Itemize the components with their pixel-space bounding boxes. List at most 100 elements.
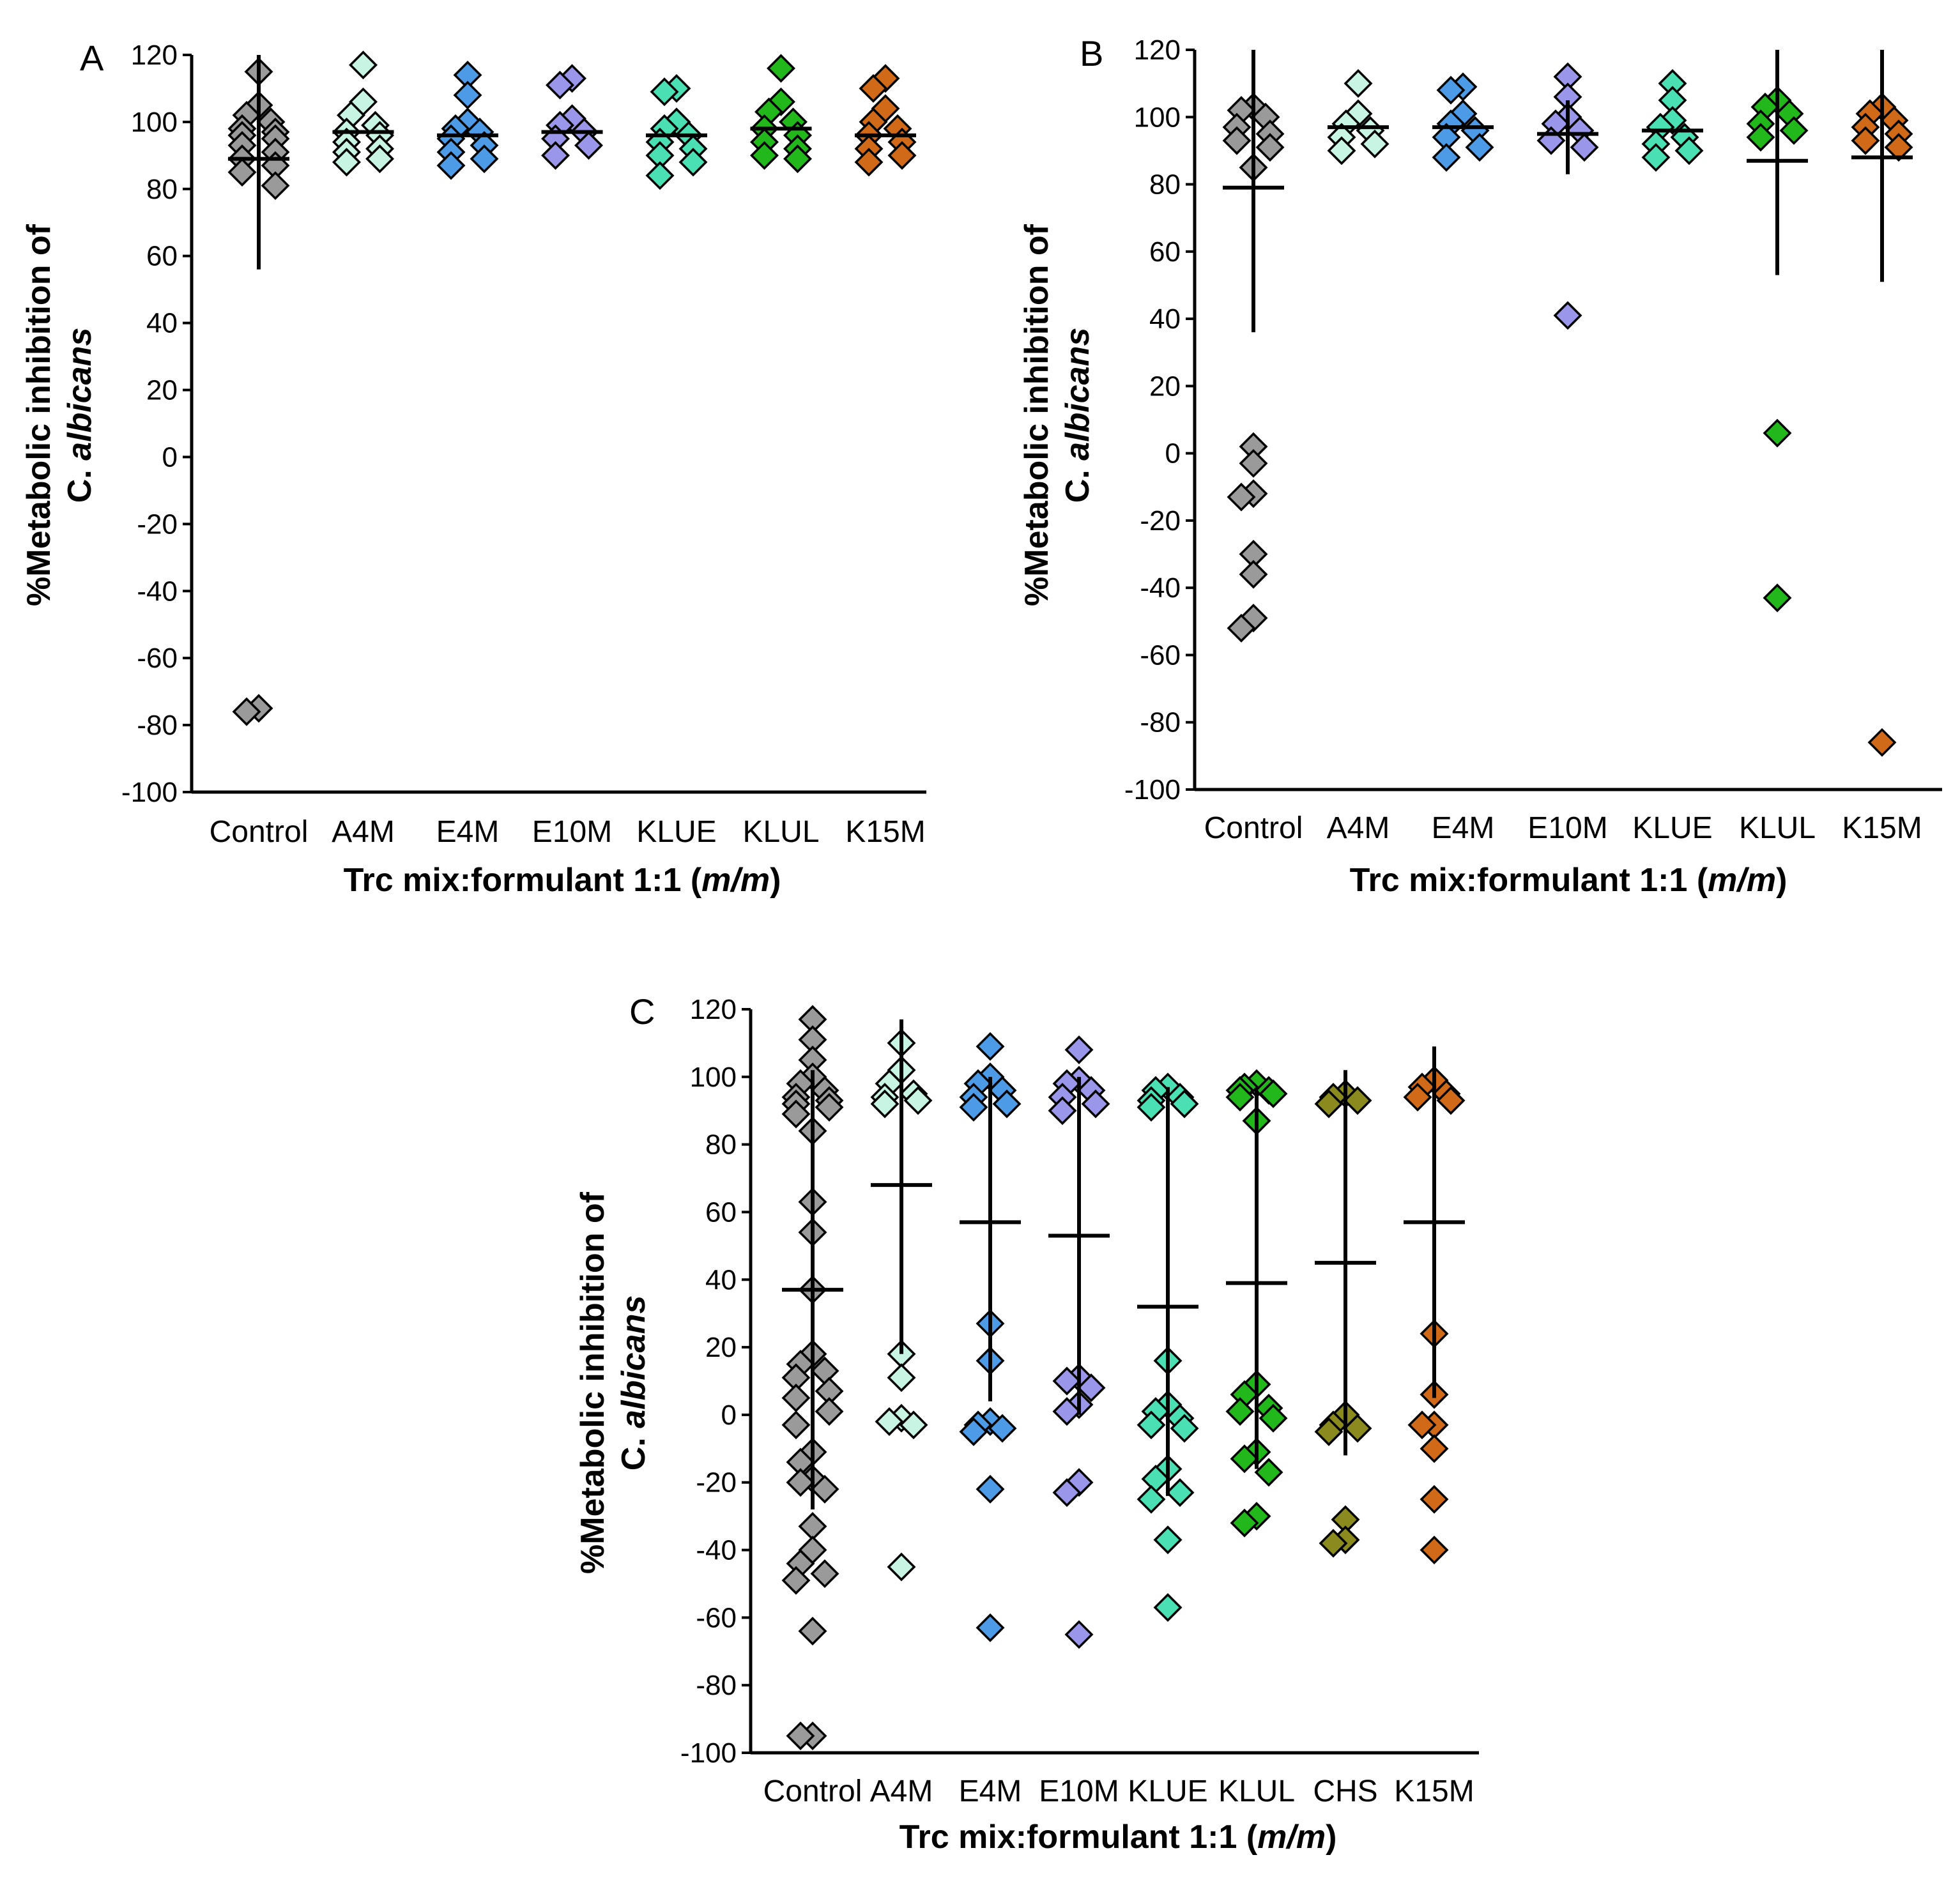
y-tick-label: 40 bbox=[705, 1264, 737, 1295]
data-point bbox=[1081, 1089, 1110, 1118]
data-point bbox=[1259, 1079, 1288, 1108]
data-point bbox=[1153, 1593, 1183, 1622]
data-point bbox=[1746, 123, 1775, 152]
data-point bbox=[1851, 126, 1880, 155]
x-category-label: E10M bbox=[1039, 1775, 1119, 1808]
data-point bbox=[1255, 133, 1285, 162]
data-point bbox=[1239, 560, 1268, 589]
data-point bbox=[1403, 1083, 1432, 1112]
y-tick-label: 120 bbox=[690, 994, 737, 1025]
x-category-label: KLUL bbox=[742, 815, 819, 849]
y-tick-label: -100 bbox=[121, 777, 178, 808]
data-point bbox=[988, 1414, 1017, 1443]
x-category-label: KLUE bbox=[1128, 1775, 1207, 1808]
data-point bbox=[1225, 1397, 1255, 1426]
data-point bbox=[1674, 136, 1704, 165]
data-point bbox=[992, 1089, 1022, 1118]
y-tick-label: -100 bbox=[1124, 774, 1181, 805]
x-axis-label-italic: m/m bbox=[701, 862, 770, 899]
x-axis-label-suffix: ) bbox=[1776, 862, 1787, 899]
data-point bbox=[798, 1512, 827, 1541]
panel-label: A bbox=[80, 38, 104, 78]
data-point bbox=[1165, 1478, 1195, 1508]
y-axis-label: %Metabolic inhibition of bbox=[1018, 224, 1055, 606]
data-point bbox=[1170, 1414, 1199, 1443]
y-axis-label-genus: C. bbox=[61, 461, 98, 503]
y-axis-label-italic: albicans bbox=[1059, 328, 1096, 461]
y-tick-label: 100 bbox=[1134, 102, 1181, 133]
data-point bbox=[887, 1552, 916, 1582]
data-point bbox=[1230, 1508, 1259, 1538]
data-point bbox=[1465, 133, 1494, 162]
data-point bbox=[767, 54, 795, 83]
data-point bbox=[1553, 301, 1582, 330]
y-tick-label: 60 bbox=[146, 241, 178, 272]
y-tick-label: 20 bbox=[705, 1332, 737, 1363]
y-tick-label: 60 bbox=[1149, 236, 1181, 268]
data-point bbox=[1641, 142, 1671, 172]
y-tick-label: 100 bbox=[131, 107, 178, 138]
data-point bbox=[810, 1559, 839, 1589]
data-point bbox=[1436, 1086, 1466, 1115]
data-point bbox=[1052, 1397, 1082, 1426]
data-point bbox=[470, 144, 499, 174]
x-category-label: Control bbox=[1204, 811, 1303, 845]
y-tick-label: 20 bbox=[146, 375, 178, 406]
data-point bbox=[1076, 1373, 1106, 1403]
data-point bbox=[1407, 1410, 1437, 1440]
data-point bbox=[349, 50, 378, 80]
data-point bbox=[781, 1566, 811, 1595]
data-point bbox=[332, 148, 361, 177]
y-tick-label: -20 bbox=[137, 508, 178, 540]
data-point bbox=[1432, 142, 1461, 172]
data-point bbox=[887, 1363, 916, 1393]
data-point bbox=[1137, 1410, 1166, 1440]
data-point bbox=[781, 1410, 811, 1440]
y-tick-label: 60 bbox=[705, 1196, 737, 1228]
x-category-label: E4M bbox=[1432, 811, 1495, 845]
y-tick-label: -80 bbox=[696, 1670, 737, 1701]
data-point bbox=[976, 1474, 1005, 1504]
data-point bbox=[859, 73, 888, 103]
x-category-label: E4M bbox=[959, 1775, 1022, 1808]
data-point bbox=[1343, 1086, 1372, 1115]
data-point bbox=[1884, 133, 1913, 162]
y-tick-label: 40 bbox=[146, 308, 178, 339]
y-tick-label: 100 bbox=[690, 1062, 737, 1093]
data-point bbox=[854, 148, 884, 177]
data-point bbox=[810, 1474, 839, 1504]
data-point bbox=[1227, 613, 1256, 643]
x-axis-label-prefix: Trc mix:formulant 1:1 ( bbox=[344, 862, 702, 899]
y-tick-label: 0 bbox=[721, 1400, 737, 1431]
data-point bbox=[815, 1397, 844, 1426]
data-point bbox=[1867, 728, 1897, 757]
x-axis-label: Trc mix:formulant 1:1 (m/m) bbox=[900, 1819, 1337, 1856]
data-point bbox=[1227, 482, 1256, 512]
data-point bbox=[365, 144, 394, 174]
data-point bbox=[541, 141, 570, 170]
data-point bbox=[1319, 1529, 1348, 1558]
y-tick-label: 80 bbox=[1149, 169, 1181, 201]
data-point bbox=[574, 131, 603, 160]
data-point bbox=[781, 1099, 811, 1129]
data-point bbox=[899, 1410, 928, 1440]
data-point bbox=[783, 144, 812, 174]
panel-a: A 120 100 80 60 40 20 0 -20 -40 -60 -80 -100 %Metabol… bbox=[20, 38, 926, 899]
data-point bbox=[1239, 448, 1268, 478]
data-point bbox=[453, 80, 482, 110]
panel-c: C 120 100 80 60 40 20 0 -20 -40 -60 -80 -100 %Metabol… bbox=[574, 991, 1479, 1856]
data-point bbox=[750, 141, 779, 170]
y-tick-label: 0 bbox=[1165, 438, 1181, 470]
x-axis-label-suffix: ) bbox=[770, 862, 781, 899]
x-category-label: A4M bbox=[1327, 811, 1390, 845]
data-point bbox=[786, 1468, 815, 1497]
x-category-label: K15M bbox=[1842, 811, 1922, 845]
x-axis-label-italic: m/m bbox=[1257, 1819, 1326, 1856]
y-tick-label: -40 bbox=[696, 1535, 737, 1566]
data-point bbox=[798, 1617, 827, 1646]
y-axis-label-species: C. albicans bbox=[615, 1295, 652, 1471]
data-point bbox=[1222, 126, 1252, 155]
data-point bbox=[678, 148, 708, 177]
data-point bbox=[1420, 1434, 1449, 1463]
